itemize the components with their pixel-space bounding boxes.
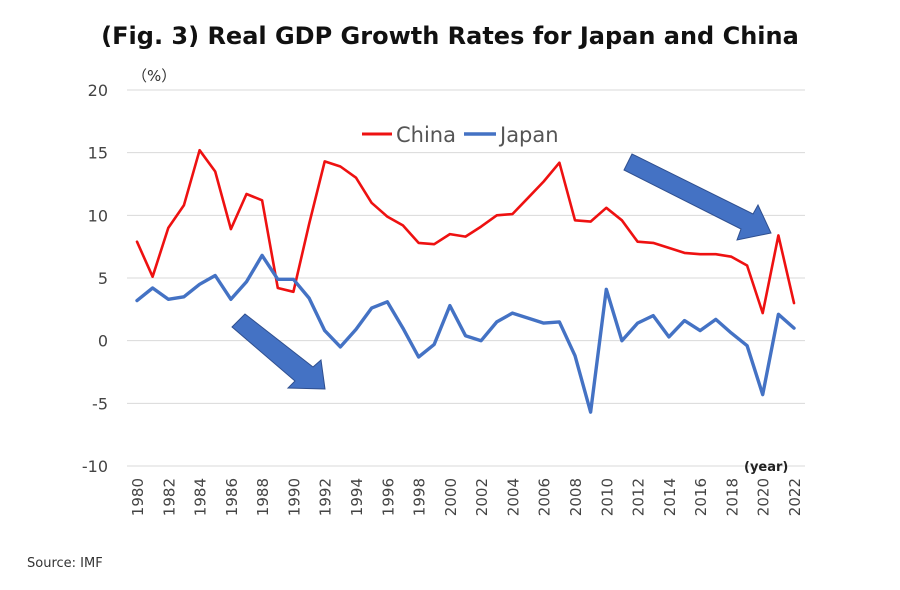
x-tick-label: 2000: [442, 478, 460, 516]
x-tick-label: 2022: [786, 478, 804, 516]
x-tick-label: 2002: [473, 478, 491, 516]
legend-label-china: China: [396, 123, 456, 147]
x-tick-label: 1988: [254, 478, 272, 516]
legend: China Japan: [362, 123, 559, 147]
x-tick-label: 2020: [755, 478, 773, 516]
y-tick-label: 10: [88, 206, 108, 225]
arrow-china-downtrend: [623, 153, 772, 241]
x-tick-label: 2010: [598, 478, 616, 516]
x-tick-label: 2012: [630, 478, 648, 516]
legend-label-japan: Japan: [498, 123, 559, 147]
x-tick-label: 1984: [192, 478, 210, 516]
x-tick-label: 1982: [160, 478, 178, 516]
x-tick-label: 1986: [223, 478, 241, 516]
x-tick-label: 1998: [411, 478, 429, 516]
x-tick-label: 2004: [504, 478, 522, 516]
x-tick-label: 2018: [723, 478, 741, 516]
x-tick-label: 1992: [317, 478, 335, 516]
x-tick-label: 2016: [692, 478, 710, 516]
y-tick-label: -5: [92, 394, 108, 413]
x-tick-label: 1980: [129, 478, 147, 516]
source-note: Source: IMF: [27, 556, 103, 571]
y-tick-label: 20: [88, 81, 108, 100]
x-tick-label: 1996: [379, 478, 397, 516]
arrow-japan-downtrend: [231, 313, 326, 390]
x-tick-label: 2008: [567, 478, 585, 516]
y-axis-unit-label: （%）: [132, 67, 176, 85]
y-tick-label: -10: [82, 457, 108, 476]
series-line-japan: [135, 253, 796, 414]
x-tick-label: 1990: [285, 478, 303, 516]
chart-title: (Fig. 3) Real GDP Growth Rates for Japan…: [101, 22, 799, 50]
x-axis-unit-label: (year): [744, 460, 788, 475]
y-tick-label: 0: [98, 332, 108, 351]
x-tick-label: 2014: [661, 478, 679, 516]
data-series: [135, 148, 796, 414]
y-tick-label: 15: [88, 144, 108, 163]
x-axis-ticks: 1980 1982 1984 1986 1988 1990 1992 1994 1996 1998…: [129, 478, 804, 516]
grid-lines: [127, 89, 805, 467]
trend-arrows: [231, 153, 772, 390]
x-tick-label: 1994: [348, 478, 366, 516]
y-axis-ticks: -10 -5 0 5 10 15 20: [82, 81, 108, 476]
x-tick-label: 2006: [536, 478, 554, 516]
y-tick-label: 5: [98, 269, 108, 288]
series-line-china: [135, 148, 796, 315]
